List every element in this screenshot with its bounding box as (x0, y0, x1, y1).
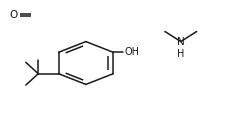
Text: OH: OH (124, 47, 139, 57)
Text: O: O (9, 10, 18, 20)
Text: N: N (176, 37, 184, 47)
Text: H: H (176, 49, 184, 59)
